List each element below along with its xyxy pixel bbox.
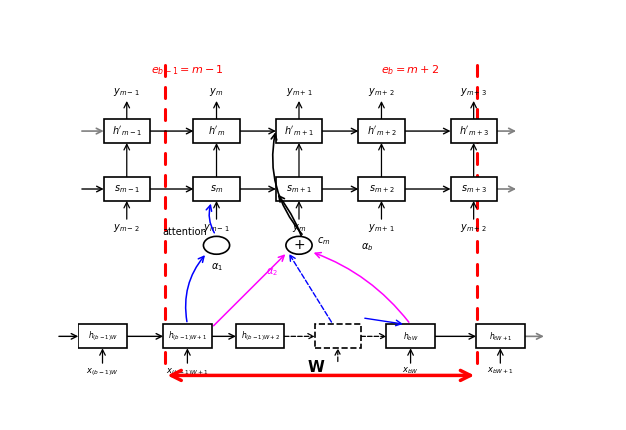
Text: $y_m$: $y_m$ [210, 86, 223, 98]
Text: $y_{m+3}$: $y_{m+3}$ [460, 86, 487, 98]
Text: $x_{bW}$: $x_{bW}$ [402, 366, 419, 376]
Text: $y_{m-1}$: $y_{m-1}$ [113, 86, 140, 98]
Text: $h'_{m+2}$: $h'_{m+2}$ [367, 124, 396, 138]
Bar [193, 119, 240, 143]
Bar [163, 324, 212, 348]
Bar [359, 119, 404, 143]
Text: $h_{(b-1)W+2}$: $h_{(b-1)W+2}$ [240, 329, 280, 343]
Text: $s_{m+3}$: $s_{m+3}$ [461, 183, 486, 195]
Text: $s_{m+2}$: $s_{m+2}$ [369, 183, 394, 195]
Text: $h_{(b-1)W+1}$: $h_{(b-1)W+1}$ [168, 329, 207, 343]
Text: $e_{b-1} = m-1$: $e_{b-1} = m-1$ [151, 63, 223, 77]
Circle shape [286, 237, 312, 254]
Text: $x_{(b-1)W+1}$: $x_{(b-1)W+1}$ [166, 366, 208, 378]
Text: $h'_{m+1}$: $h'_{m+1}$ [284, 124, 314, 138]
Text: $c_m$: $c_m$ [317, 235, 331, 247]
Text: $\alpha_1$: $\alpha_1$ [212, 261, 223, 273]
Text: $h'_{m-1}$: $h'_{m-1}$ [112, 124, 141, 138]
Text: $\alpha_b$: $\alpha_b$ [361, 241, 374, 253]
Text: $h'_{m}$: $h'_{m}$ [208, 124, 225, 138]
Text: $h_{(b-1)W}$: $h_{(b-1)W}$ [88, 329, 118, 343]
Text: $y_{m+2}$: $y_{m+2}$ [460, 222, 487, 234]
Circle shape [203, 237, 230, 254]
Bar [451, 119, 496, 143]
Text: $y_{m+1}$: $y_{m+1}$ [368, 222, 395, 234]
Bar [315, 324, 361, 348]
Text: $h'_{m+3}$: $h'_{m+3}$ [459, 124, 489, 138]
Bar [451, 177, 496, 201]
Text: $s_{m-1}$: $s_{m-1}$ [114, 183, 140, 195]
Text: $y_m$: $y_m$ [292, 222, 306, 234]
Text: $x_{(b-1)W}$: $x_{(b-1)W}$ [86, 366, 119, 378]
Bar [276, 119, 322, 143]
Bar [276, 177, 322, 201]
Bar [476, 324, 525, 348]
Bar [386, 324, 435, 348]
Text: $y_{m+2}$: $y_{m+2}$ [368, 86, 395, 98]
Text: $y_{m-2}$: $y_{m-2}$ [113, 222, 140, 234]
Bar [236, 324, 284, 348]
Text: $y_{m+1}$: $y_{m+1}$ [285, 86, 312, 98]
Bar [104, 177, 150, 201]
Text: $s_m$: $s_m$ [210, 183, 223, 195]
Text: $e_b = m+2$: $e_b = m+2$ [381, 63, 439, 77]
Text: $h_{bW}$: $h_{bW}$ [403, 330, 418, 343]
Text: $x_{bW+1}$: $x_{bW+1}$ [487, 366, 514, 376]
Bar [78, 324, 126, 348]
Text: $h_{tW+1}$: $h_{tW+1}$ [488, 330, 512, 343]
Text: $\mathbf{W}$: $\mathbf{W}$ [307, 359, 325, 375]
Bar [359, 177, 404, 201]
Text: $y_{m-1}$: $y_{m-1}$ [203, 222, 230, 234]
Bar [104, 119, 150, 143]
Text: $s_{m+1}$: $s_{m+1}$ [286, 183, 312, 195]
Text: +: + [293, 238, 305, 252]
Text: attention: attention [163, 227, 207, 237]
Bar [193, 177, 240, 201]
Text: $\alpha_2$: $\alpha_2$ [266, 266, 279, 278]
